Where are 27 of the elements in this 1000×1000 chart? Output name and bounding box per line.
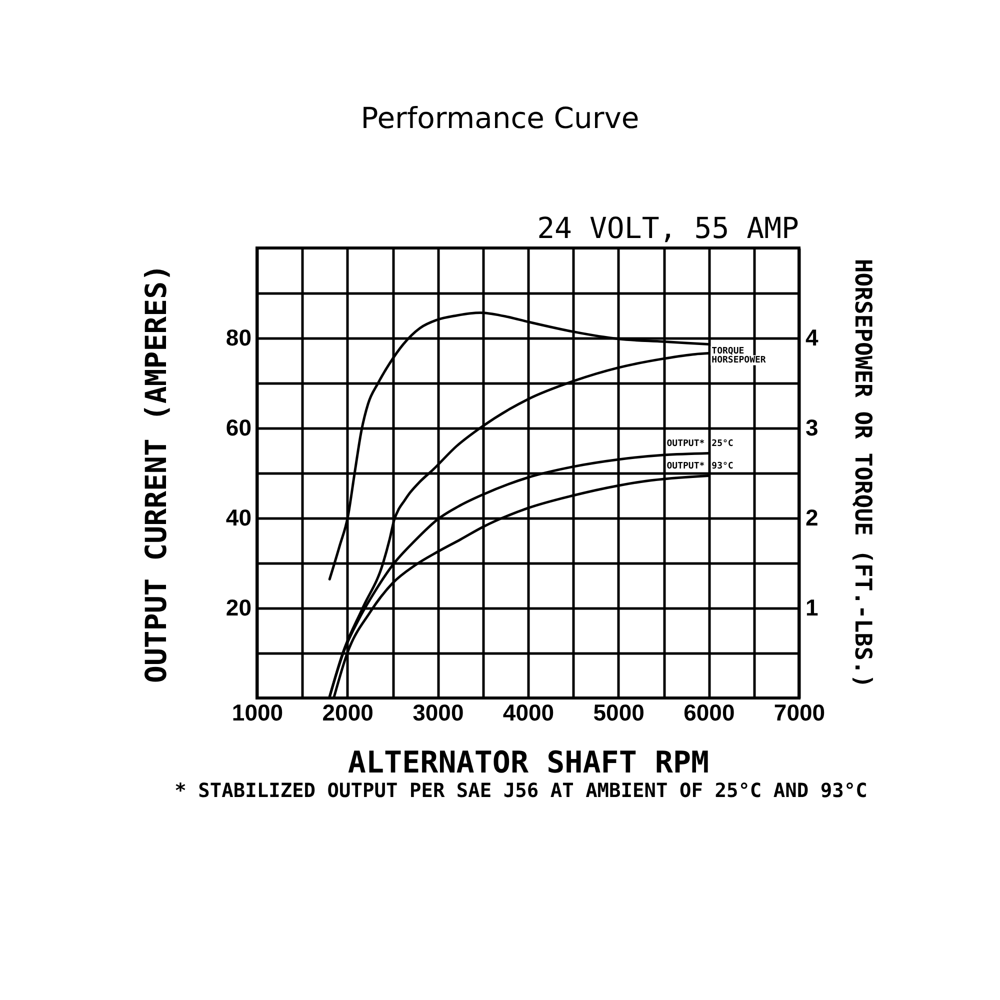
x-tick-label: 1000 [232, 700, 284, 726]
x-tick-label: 5000 [593, 700, 644, 726]
y2-tick-label: 3 [806, 414, 818, 440]
annotation: 93°C [712, 462, 734, 472]
x-axis-title: ALTERNATOR SHAFT RPM [348, 746, 710, 780]
series-label: OUTPUT* [666, 439, 705, 450]
x-tick-label: 4000 [502, 700, 554, 726]
y2-tick-label: 2 [806, 504, 818, 530]
series-label: HORSEPOWER [712, 355, 766, 366]
x-tick-label: 7000 [774, 700, 826, 726]
y-axis-title: OUTPUT CURRENT (AMPERES) [138, 264, 173, 684]
chart-subtitle: 24 VOLT, 55 AMP [537, 211, 799, 245]
text: * STABILIZED OUTPUT PER SAE J56 AT AMBIENT OF 25°C AND 93°C [174, 779, 868, 802]
annotation: 25°C [712, 439, 734, 450]
x-tick-label: 2000 [322, 700, 374, 726]
chart-title: Performance Curve [360, 101, 640, 135]
y2-tick-label: 4 [806, 324, 818, 350]
x-tick-label: 3000 [412, 700, 464, 726]
series-label: OUTPUT* [666, 462, 705, 472]
series-label: TORQUE [712, 346, 744, 356]
y-tick-label: 40 [226, 504, 252, 530]
x-tick-label: 6000 [684, 700, 735, 726]
y-tick-label: 80 [226, 324, 252, 350]
y2-tick-label: 1 [806, 594, 818, 620]
y2-axis-title: HORSEPOWER OR TORQUE (FT.-LBS.) [849, 258, 876, 688]
y-tick-label: 20 [226, 594, 252, 620]
y-tick-label: 60 [226, 414, 252, 440]
